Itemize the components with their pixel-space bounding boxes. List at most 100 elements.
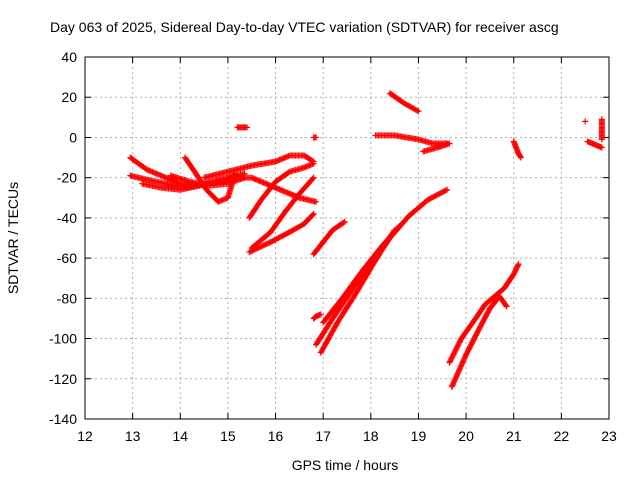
data-point-marker: [414, 107, 421, 114]
series-arc-7: [201, 152, 317, 181]
x-tick-label: 15: [220, 428, 236, 444]
data-point-marker: [450, 351, 457, 358]
series-arc-23: [448, 293, 510, 390]
y-tick-label: 40: [61, 49, 77, 65]
data-point-marker: [452, 347, 459, 354]
data-point-marker: [310, 160, 317, 167]
data-point-marker: [246, 249, 253, 256]
data-point-marker: [310, 210, 317, 217]
data-point-marker: [309, 175, 316, 182]
series-arc-4: [167, 172, 248, 189]
data-point-marker: [449, 352, 456, 359]
series-arc-6: [234, 124, 250, 131]
data-point-marker: [395, 224, 402, 231]
series-arc-20: [420, 140, 453, 155]
x-tick-label: 14: [172, 428, 188, 444]
y-axis-title: SDTVAR / TECUs: [5, 182, 21, 294]
data-point-marker: [451, 348, 458, 355]
data-point-marker: [266, 239, 273, 246]
data-point-marker: [598, 144, 605, 151]
data-point-marker: [447, 358, 454, 365]
data-point-marker: [243, 124, 250, 131]
series-arc-22: [446, 261, 522, 366]
x-tick-label: 18: [363, 428, 379, 444]
x-tick-label: 19: [411, 428, 427, 444]
x-tick-label: 23: [601, 428, 617, 444]
data-point-marker: [455, 340, 462, 347]
data-point-marker: [582, 118, 589, 125]
data-point-marker: [247, 248, 254, 255]
x-tick-label: 20: [458, 428, 474, 444]
data-point-marker: [263, 240, 270, 247]
data-point-marker: [262, 241, 269, 248]
data-point-marker: [255, 244, 262, 251]
x-tick-label: 22: [554, 428, 570, 444]
series-arc-10: [246, 210, 317, 256]
data-series: [127, 90, 605, 390]
data-point-marker: [447, 357, 454, 364]
data-point-marker: [456, 339, 463, 346]
series-arc-15: [310, 311, 324, 322]
x-tick-label: 17: [315, 428, 331, 444]
x-tick-label: 16: [268, 428, 284, 444]
y-tick-label: -20: [57, 170, 77, 186]
series-arc-17: [317, 226, 398, 356]
series-arc-14: [320, 218, 348, 246]
data-point-marker: [448, 355, 455, 362]
data-point-marker: [285, 169, 292, 176]
series-arc-9: [246, 160, 317, 221]
data-point-marker: [261, 242, 268, 249]
x-tick-label: 12: [77, 428, 93, 444]
data-point-marker: [517, 154, 524, 161]
x-axis-ticks: 12 13 14 15 16 17 18 19 20 21 22 23: [77, 57, 617, 444]
data-point-marker: [446, 140, 453, 147]
data-point-marker: [396, 222, 403, 229]
series-arc-25: [582, 118, 589, 125]
data-point-marker: [415, 108, 422, 115]
data-point-marker: [442, 187, 449, 194]
x-axis-title: GPS time / hours: [292, 457, 399, 473]
data-point-marker: [455, 342, 462, 349]
grid-lines: [85, 57, 609, 419]
data-point-marker: [258, 243, 265, 250]
data-point-marker: [457, 338, 464, 345]
data-point-marker: [503, 303, 510, 310]
series-arc-24: [510, 138, 524, 161]
data-point-marker: [446, 359, 453, 366]
y-tick-label: 20: [61, 89, 77, 105]
data-point-marker: [453, 344, 460, 351]
data-point-marker: [313, 198, 320, 205]
data-point-marker: [309, 211, 316, 218]
data-point-marker: [310, 174, 317, 181]
data-point-marker: [259, 242, 266, 249]
series-arc-26: [584, 138, 605, 151]
data-point-marker: [451, 350, 458, 357]
series-arc-18: [320, 222, 403, 326]
data-point-marker: [265, 240, 272, 247]
series-arc-12: [310, 134, 320, 141]
y-tick-label: -80: [57, 290, 77, 306]
chart-title: Day 063 of 2025, Sidereal Day-to-day VTE…: [50, 19, 559, 35]
data-point-marker: [598, 116, 605, 123]
y-axis-ticks: -140 -120 -100 -80 -60 -40 -20 0 20 40: [49, 49, 609, 427]
series-arc-16: [313, 186, 451, 348]
x-tick-label: 13: [125, 428, 141, 444]
data-point-marker: [313, 134, 320, 141]
data-point-marker: [449, 354, 456, 361]
y-tick-label: -120: [49, 371, 77, 387]
data-point-marker: [444, 186, 451, 193]
data-point-marker: [515, 261, 522, 268]
data-point-marker: [341, 218, 348, 225]
y-tick-label: -140: [49, 411, 77, 427]
y-tick-label: -60: [57, 250, 77, 266]
data-point-marker: [502, 302, 509, 309]
data-point-marker: [340, 219, 347, 226]
series-arc-11: [248, 174, 317, 252]
plot-frame: [84, 56, 610, 420]
data-point-marker: [454, 343, 461, 350]
x-tick-label: 21: [506, 428, 522, 444]
series-arc-21: [386, 90, 422, 115]
y-tick-label: -100: [49, 331, 77, 347]
data-point-marker: [317, 311, 324, 318]
